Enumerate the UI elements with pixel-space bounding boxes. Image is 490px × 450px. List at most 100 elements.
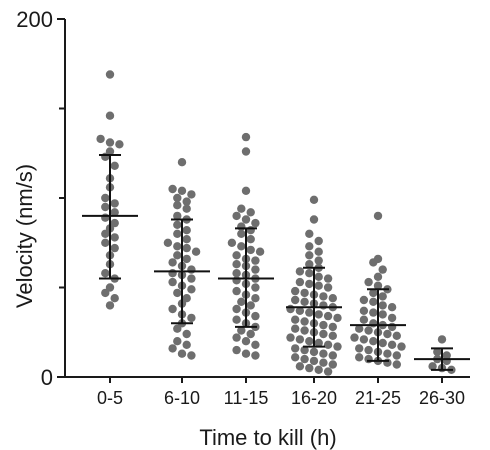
data-point: [378, 310, 387, 319]
data-point: [319, 320, 328, 330]
data-point: [369, 337, 378, 346]
data-point: [319, 358, 328, 367]
data-point: [369, 308, 378, 317]
y-tick-label: 0: [41, 365, 53, 390]
data-point: [428, 362, 437, 371]
data-point: [251, 218, 260, 228]
data-point: [191, 247, 201, 256]
data-point: [305, 308, 314, 317]
data-point: [237, 326, 246, 335]
data-point: [355, 324, 364, 333]
data-point: [251, 351, 260, 360]
axes: [57, 18, 470, 383]
data-point: [232, 276, 241, 285]
data-point: [241, 337, 251, 346]
data-point: [369, 297, 378, 306]
data-point: [291, 286, 300, 296]
data-point: [305, 242, 314, 251]
data-point: [105, 138, 115, 147]
data-point: [323, 367, 333, 376]
data-point: [182, 197, 191, 206]
data-point: [314, 310, 323, 319]
data-point: [232, 260, 241, 269]
data-point: [305, 337, 314, 346]
data-point: [241, 215, 251, 224]
data-point: [251, 311, 260, 321]
data-point: [173, 242, 182, 251]
data-point: [173, 220, 182, 229]
data-point: [110, 199, 119, 208]
data-point: [328, 351, 337, 360]
data-point: [173, 324, 182, 333]
data-point: [314, 247, 323, 256]
data-point: [251, 283, 260, 292]
data-point: [359, 335, 369, 344]
data-point: [251, 294, 260, 303]
y-tick-label: 200: [16, 7, 53, 32]
data-point: [291, 315, 300, 324]
data-point: [323, 283, 333, 292]
data-point: [333, 313, 342, 323]
data-point: [309, 356, 319, 366]
x-tick-label: 16-20: [291, 388, 337, 408]
x-tick-label: 21-25: [355, 388, 401, 408]
data-point: [392, 360, 401, 369]
data-point: [182, 243, 191, 253]
data-point: [232, 269, 241, 278]
data-point: [319, 349, 328, 358]
data-point: [314, 272, 323, 281]
data-point: [387, 313, 397, 323]
data-point: [110, 208, 119, 217]
data-point: [378, 301, 387, 310]
data-point: [305, 269, 314, 278]
data-point: [232, 251, 241, 260]
data-point: [110, 233, 119, 242]
data-point: [168, 184, 177, 194]
data-point: [355, 353, 364, 362]
data-point: [187, 351, 196, 360]
data-point: [433, 347, 442, 357]
data-point: [328, 294, 337, 303]
data-point: [373, 272, 383, 281]
data-point: [232, 315, 241, 324]
data-point: [319, 292, 328, 301]
data-point: [350, 333, 359, 342]
data-point: [182, 204, 191, 213]
data-point: [246, 226, 255, 235]
data-point: [101, 213, 110, 222]
data-point: [295, 267, 305, 276]
data-point: [314, 338, 323, 348]
data-point: [101, 202, 110, 212]
data-point: [300, 326, 309, 335]
data-point: [177, 349, 187, 358]
data-point: [300, 345, 309, 355]
data-point: [173, 193, 182, 203]
data-point: [101, 152, 110, 161]
data-point: [378, 338, 387, 348]
data-point: [328, 360, 337, 369]
data-point: [314, 256, 323, 265]
data-point: [237, 242, 246, 251]
data-point: [101, 288, 110, 298]
data-point: [182, 294, 191, 303]
data-point: [291, 295, 300, 305]
x-tick-label: 0-5: [97, 388, 123, 408]
data-point: [387, 322, 397, 332]
data-point: [387, 340, 397, 349]
data-point: [168, 258, 177, 267]
data-point: [323, 311, 333, 321]
data-point: [300, 297, 309, 306]
data-point: [182, 329, 191, 339]
data-point: [101, 269, 110, 278]
y-axis-label: Velocity (nm/s): [12, 164, 37, 308]
data-point: [241, 132, 251, 142]
x-tick-label: 6-10: [164, 388, 200, 408]
chart-marks: [82, 70, 470, 376]
x-axis-label: Time to kill (h): [199, 425, 336, 450]
data-point: [101, 238, 110, 247]
data-point: [309, 195, 319, 204]
data-point: [173, 251, 182, 260]
data-point: [177, 186, 187, 195]
data-point: [328, 331, 337, 340]
